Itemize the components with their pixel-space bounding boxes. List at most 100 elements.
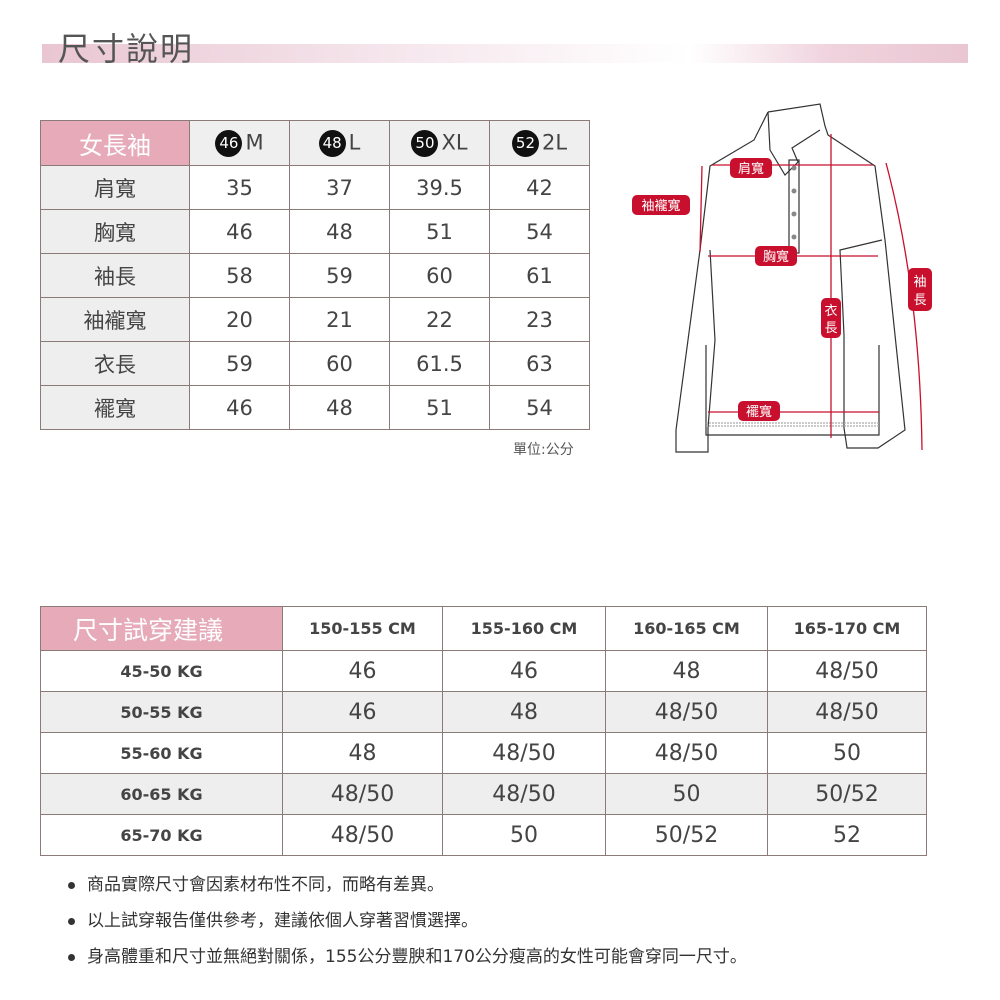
measure-lines	[699, 134, 923, 451]
table-cell: 59	[289, 253, 390, 298]
size-column-header: 46 M	[189, 120, 290, 166]
table-cell: 48	[289, 385, 390, 430]
row-label: 50-55 KG	[40, 691, 283, 733]
unit-note: 單位:公分	[513, 442, 574, 458]
shirt-body	[705, 345, 880, 436]
row-label: 65-70 KG	[40, 814, 283, 856]
table-cell: 46	[282, 691, 443, 733]
table-cell: 48/50	[442, 773, 606, 815]
table-row: 衣長 59 60 61.5 63	[40, 341, 590, 386]
table-cell: 50/52	[767, 773, 927, 815]
table-cell: 61	[489, 253, 590, 298]
bullet-icon	[68, 917, 75, 925]
table-cell: 48/50	[767, 650, 927, 692]
table-row: 襬寬 46 48 51 54	[40, 385, 590, 430]
table-cell: 48	[282, 732, 443, 774]
table-cell: 59	[189, 341, 290, 386]
row-label: 60-65 KG	[40, 773, 283, 815]
table-cell: 23	[489, 297, 590, 342]
table-cell: 54	[489, 209, 590, 254]
note-item: 商品實際尺寸會因素材布性不同，而略有差異。	[68, 870, 747, 906]
table-cell: 50	[605, 773, 768, 815]
table-cell: 46	[442, 650, 606, 692]
size-column-header: 50 XL	[389, 120, 490, 166]
table-cell: 48	[442, 691, 606, 733]
table-cell: 50	[767, 732, 927, 774]
table-cell: 46	[282, 650, 443, 692]
table-cell: 63	[489, 341, 590, 386]
table-cell: 48/50	[767, 691, 927, 733]
row-label: 55-60 KG	[40, 732, 283, 774]
hem-rib	[706, 422, 879, 427]
table-cell: 48/50	[605, 691, 768, 733]
table-cell: 60	[389, 253, 490, 298]
note-item: 以上試穿報告僅供參考，建議依個人穿著習慣選擇。	[68, 906, 747, 942]
table-cell: 35	[189, 165, 290, 210]
collar	[767, 111, 821, 176]
table-cell: 22	[389, 297, 490, 342]
note-item: 身高體重和尺寸並無絕對關係，155公分豐腴和170公分瘦高的女性可能會穿同一尺寸…	[68, 942, 747, 978]
table-row: 肩寬 35 37 39.5 42	[40, 165, 590, 210]
table-cell: 58	[189, 253, 290, 298]
label-length-1: 衣	[824, 303, 837, 319]
fit-table-header: 尺寸試穿建議 150-155 CM 155-160 CM 160-165 CM …	[40, 606, 927, 651]
row-label: 45-50 KG	[40, 650, 283, 692]
height-column-header: 160-165 CM	[605, 606, 768, 651]
height-column-header: 165-170 CM	[767, 606, 927, 651]
size-table-corner: 女長袖	[40, 120, 190, 166]
table-row: 袖襱寬 20 21 22 23	[40, 297, 590, 342]
table-row: 胸寬 46 48 51 54	[40, 209, 590, 254]
label-sleeve-2: 長	[913, 293, 926, 308]
table-cell: 39.5	[389, 165, 490, 210]
table-cell: 54	[489, 385, 590, 430]
row-label: 衣長	[40, 341, 190, 386]
row-label: 肩寬	[40, 165, 190, 210]
table-row: 45-50 KG 46 46 48 48/50	[40, 650, 927, 692]
table-row: 50-55 KG 46 48 48/50 48/50	[40, 691, 927, 733]
fit-table: 尺寸試穿建議 150-155 CM 155-160 CM 160-165 CM …	[40, 606, 927, 856]
table-cell: 21	[289, 297, 390, 342]
table-cell: 48/50	[605, 732, 768, 774]
table-cell: 37	[289, 165, 390, 210]
table-cell: 52	[767, 814, 927, 856]
size-column-header: 52 2L	[489, 120, 590, 166]
label-armhole: 袖襱寬	[641, 198, 680, 214]
measure-labels	[632, 158, 932, 421]
label-chest: 胸寬	[763, 249, 789, 265]
table-cell: 60	[289, 341, 390, 386]
size-table-header: 女長袖 46 M 48 L 50 XL 52 2L	[40, 120, 590, 166]
height-column-header: 155-160 CM	[442, 606, 606, 651]
shirt-diagram: 肩寬 袖襱寬 胸寬 衣 長 袖 長 襬寬	[632, 103, 932, 453]
label-sleeve-1: 袖	[913, 275, 926, 290]
table-cell: 48	[289, 209, 390, 254]
row-label: 袖襱寬	[40, 297, 190, 342]
label-length-2: 長	[824, 321, 837, 336]
buttons	[791, 165, 797, 240]
table-cell: 50	[442, 814, 606, 856]
table-cell: 20	[189, 297, 290, 342]
table-row: 60-65 KG 48/50 48/50 50 50/52	[40, 773, 927, 815]
fit-table-corner: 尺寸試穿建議	[40, 606, 283, 651]
bullet-icon	[68, 881, 75, 889]
size-table: 女長袖 46 M 48 L 50 XL 52 2L 肩寬 35 37 39.5 42 胸寬 46 48…	[40, 120, 590, 430]
table-cell: 48/50	[442, 732, 606, 774]
table-row: 袖長 58 59 60 61	[40, 253, 590, 298]
table-row: 65-70 KG 48/50 50 50/52 52	[40, 814, 927, 856]
shirt-outline-left	[675, 111, 769, 453]
row-label: 胸寬	[40, 209, 190, 254]
table-cell: 46	[189, 209, 290, 254]
height-column-header: 150-155 CM	[282, 606, 443, 651]
bullet-icon	[68, 953, 75, 961]
table-row: 55-60 KG 48 48/50 48/50 50	[40, 732, 927, 774]
table-cell: 51	[389, 209, 490, 254]
size-column-header: 48 L	[289, 120, 390, 166]
page-title: 尺寸說明	[58, 30, 195, 68]
table-cell: 50/52	[605, 814, 768, 856]
row-label: 襬寬	[40, 385, 190, 430]
label-shoulder: 肩寬	[738, 161, 764, 177]
label-hem: 襬寬	[746, 404, 772, 420]
table-cell: 42	[489, 165, 590, 210]
table-cell: 51	[389, 385, 490, 430]
title-bar	[42, 44, 968, 63]
table-cell: 48/50	[282, 814, 443, 856]
